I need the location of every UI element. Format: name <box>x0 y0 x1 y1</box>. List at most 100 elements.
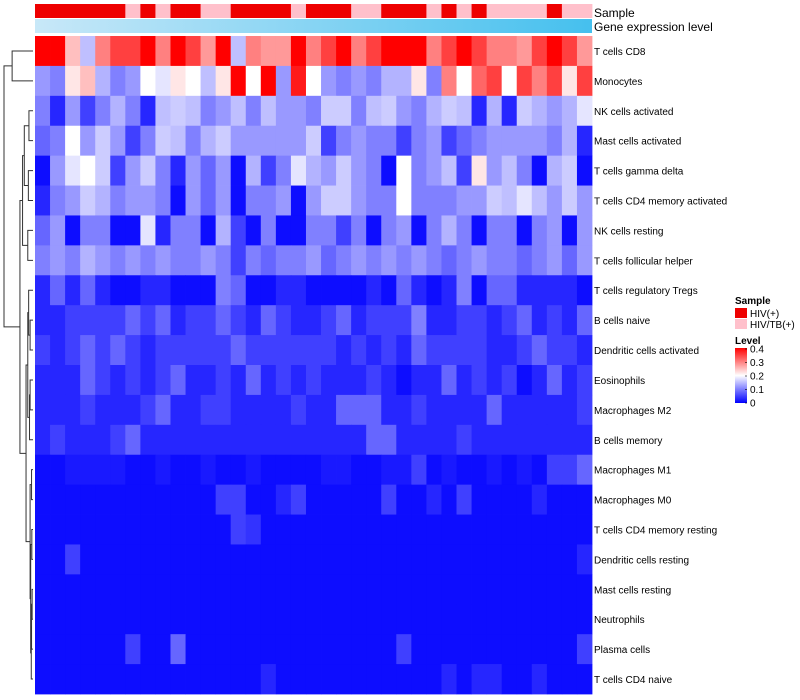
heatmap-cell <box>290 125 307 157</box>
heatmap-cell <box>185 185 201 216</box>
heatmap-cell <box>561 95 578 127</box>
heatmap-cell <box>351 394 367 426</box>
heatmap-cell <box>546 424 563 456</box>
heatmap-cell <box>576 65 593 97</box>
heatmap-cell <box>80 664 96 695</box>
heatmap-cell <box>65 514 81 545</box>
heatmap-cell <box>396 664 412 695</box>
heatmap-cell <box>245 484 262 515</box>
heatmap-cell <box>290 484 307 515</box>
heatmap-cell <box>170 335 186 366</box>
heatmap-cell <box>471 36 488 67</box>
heatmap-cell <box>456 424 472 456</box>
heatmap-cell <box>155 394 171 426</box>
heatmap-cell <box>516 95 533 127</box>
heatmap-cell <box>245 664 262 695</box>
heatmap-cell <box>230 245 247 276</box>
heatmap-cell <box>456 125 472 157</box>
heatmap-cell <box>50 95 66 127</box>
heatmap-cell <box>426 394 442 426</box>
heatmap-cell <box>170 65 186 97</box>
heatmap-cell <box>396 65 412 97</box>
heatmap-cell <box>546 245 563 276</box>
heatmap-cell <box>546 95 563 127</box>
heatmap-cell <box>170 514 186 545</box>
heatmap-cell <box>456 365 472 396</box>
dendrogram-branch <box>27 229 33 261</box>
row-label: T cells CD4 memory activated <box>594 197 727 208</box>
heatmap-cell <box>215 305 232 336</box>
heatmap-cell <box>366 335 382 366</box>
heatmap-cell <box>411 65 427 97</box>
heatmap-cell <box>95 275 111 306</box>
heatmap-cell <box>35 484 51 515</box>
heatmap-cell <box>516 484 533 515</box>
heatmap-cell <box>290 574 307 605</box>
heatmap-cell <box>305 574 322 605</box>
heatmap-cell <box>561 215 578 246</box>
heatmap-cell <box>140 664 156 695</box>
heatmap-cell <box>260 424 277 456</box>
heatmap-cell <box>260 155 277 186</box>
heatmap-cell <box>245 275 262 306</box>
heatmap-cell <box>441 125 457 157</box>
heatmap-cell <box>245 305 262 336</box>
heatmap-cell <box>411 664 427 695</box>
heatmap-cell <box>170 634 186 665</box>
heatmap-cell <box>561 275 578 306</box>
heatmap-cell <box>80 544 96 575</box>
heatmap-cell <box>35 185 51 216</box>
row-label: B cells naive <box>594 316 651 327</box>
heatmap-cell <box>275 634 292 665</box>
heatmap-cell <box>456 664 472 695</box>
legend-label-hiv-tb: HIV/TB(+) <box>750 320 795 331</box>
heatmap-cell <box>95 454 111 486</box>
heatmap-cell <box>140 36 156 67</box>
heatmap-cell <box>351 604 367 635</box>
heatmap-cell <box>531 514 548 545</box>
heatmap-cell <box>321 514 337 545</box>
heatmap-cell <box>456 275 472 306</box>
heatmap-cell <box>260 634 277 665</box>
heatmap-cell <box>50 305 66 336</box>
heatmap-cell <box>456 65 472 97</box>
heatmap-cell <box>561 305 578 336</box>
heatmap-cell <box>366 394 382 426</box>
heatmap-cell <box>486 155 503 186</box>
dendrogram-branch <box>31 529 33 560</box>
heatmap-cell <box>155 484 171 515</box>
heatmap-cell <box>125 365 141 396</box>
heatmap-cell <box>65 604 81 635</box>
heatmap-cell <box>381 544 397 575</box>
heatmap-cell <box>245 544 262 575</box>
sample-annotation-track <box>35 4 593 18</box>
heatmap-cell <box>185 245 201 276</box>
heatmap-cell <box>110 155 126 186</box>
heatmap-cell <box>486 95 503 127</box>
heatmap-cell <box>200 65 217 97</box>
heatmap-cell <box>185 275 201 306</box>
heatmap-cell <box>501 65 518 97</box>
sample-cell <box>50 4 66 18</box>
heatmap-cell <box>351 634 367 665</box>
heatmap-cell <box>336 604 352 635</box>
heatmap-cell <box>381 275 397 306</box>
heatmap-cell <box>65 125 81 157</box>
heatmap-cell <box>516 65 533 97</box>
heatmap-cell <box>185 454 201 486</box>
heatmap-cell <box>456 394 472 426</box>
heatmap-cell <box>531 544 548 575</box>
heatmap-cell <box>411 95 427 127</box>
heatmap-cell <box>411 365 427 396</box>
heatmap-cell <box>215 65 232 97</box>
dendrogram-branch <box>27 170 33 201</box>
heatmap-cell <box>516 215 533 246</box>
heatmap-cell <box>336 185 352 216</box>
heatmap-cell <box>290 335 307 366</box>
heatmap-cell <box>290 424 307 456</box>
heatmap-cell <box>396 125 412 157</box>
heatmap-cell <box>411 155 427 186</box>
heatmap-cell <box>561 544 578 575</box>
heatmap-cell <box>305 245 322 276</box>
sample-cell <box>501 4 518 18</box>
